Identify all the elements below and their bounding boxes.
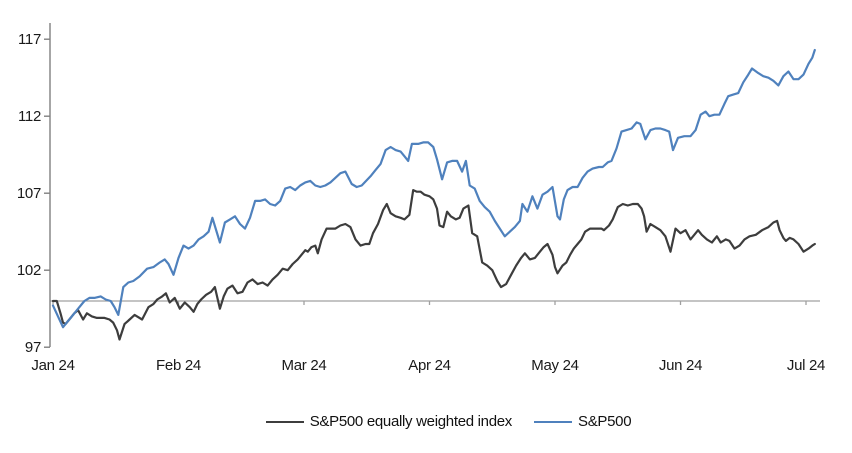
series-line-s-p500: [51, 48, 816, 329]
legend-item-equal-weighted: S&P500 equally weighted index: [265, 413, 513, 430]
y-axis-tick-label: 102: [17, 262, 41, 279]
equal-weighted-line-swatch: [265, 420, 304, 423]
legend-label-equal-weighted: S&P500 equally weighted index: [309, 413, 513, 430]
y-axis-tick-label: 117: [18, 31, 41, 48]
chart-legend: S&P500 equally weighted index S&P500: [45, 413, 852, 430]
x-axis-tick-label: Jul 24: [787, 357, 825, 374]
y-axis-tick-label: 97: [25, 339, 41, 356]
x-axis-tick-label: Mar 24: [282, 357, 327, 374]
x-axis-tick-label: Jan 24: [31, 357, 74, 374]
x-axis-tick-label: May 24: [531, 357, 578, 374]
x-axis-tick-label: Jun 24: [659, 357, 702, 374]
series-line-s-p500-equally-weighted-index: [51, 189, 816, 341]
legend-label-sp500: S&P500: [578, 413, 632, 430]
sp500-line-swatch: [534, 420, 573, 423]
y-axis-tick-label: 107: [17, 185, 41, 202]
x-axis-tick-label: Feb 24: [156, 357, 201, 374]
legend-item-sp500: S&P500: [534, 413, 632, 430]
x-axis-tick-label: Apr 24: [408, 357, 450, 374]
y-axis-tick-label: 112: [18, 108, 41, 125]
